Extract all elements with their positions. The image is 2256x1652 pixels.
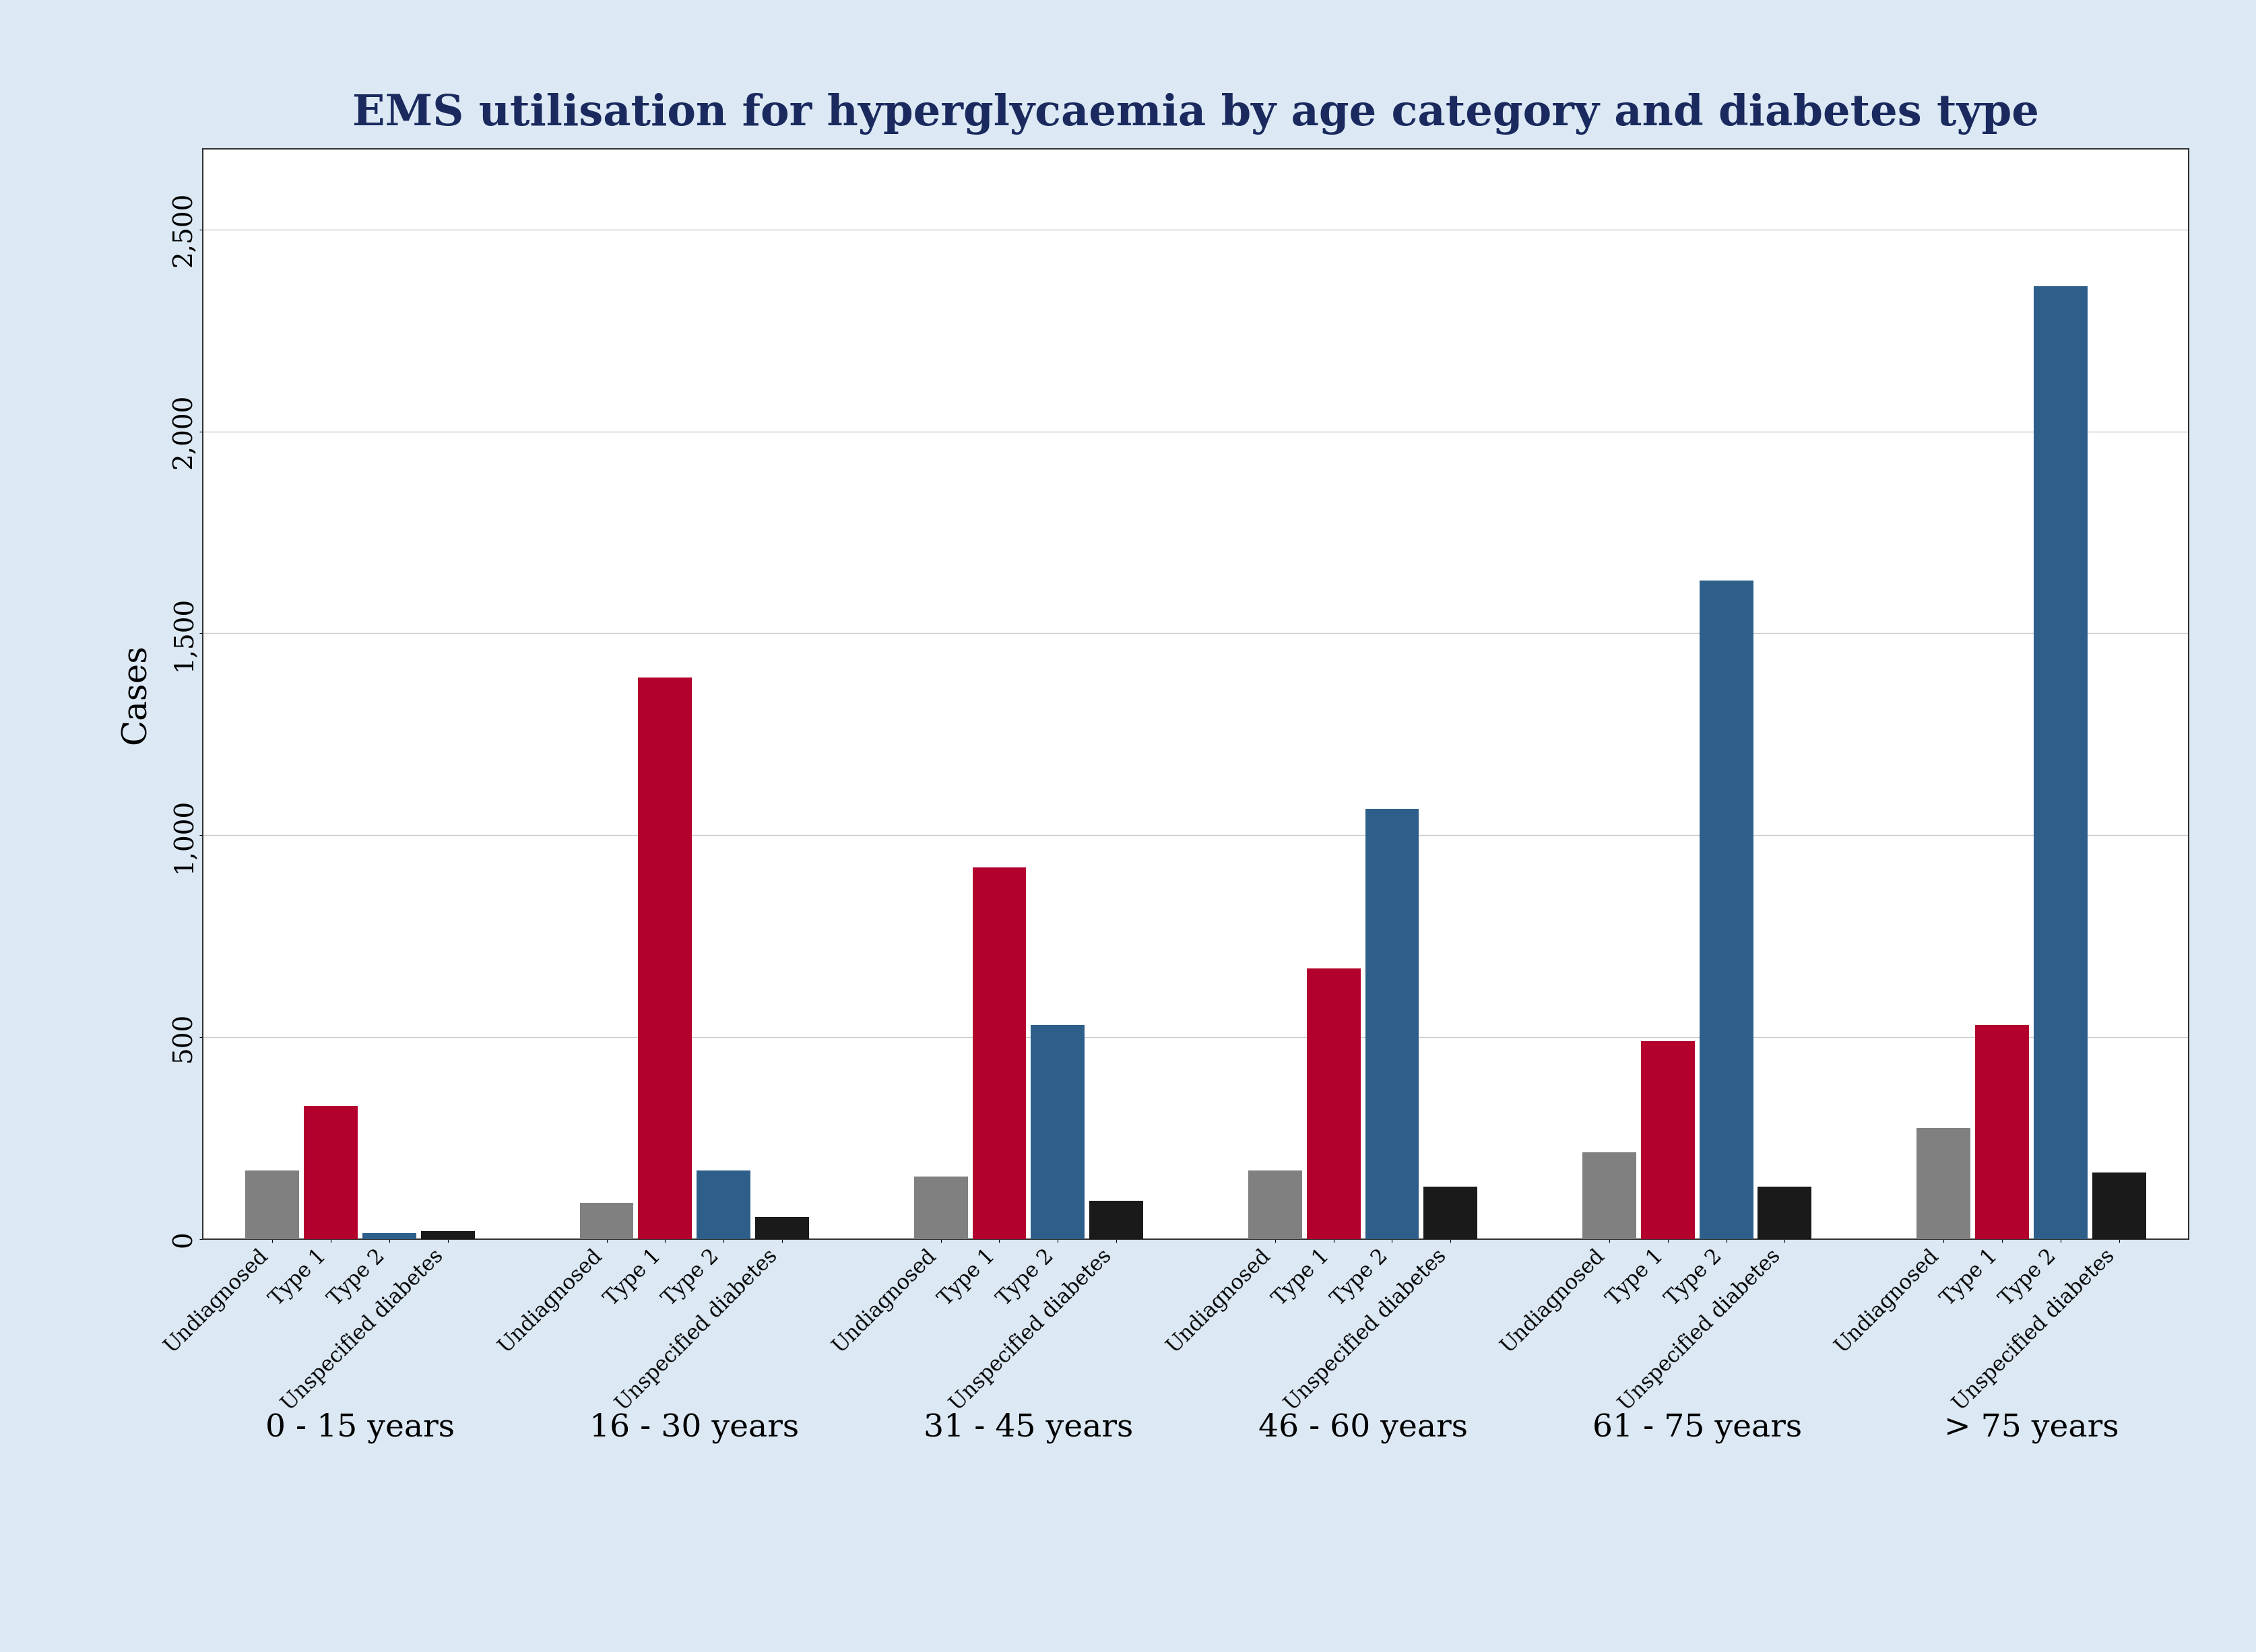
Bar (1090, 1201, 1144, 1239)
Bar (1306, 968, 1360, 1239)
Title: EMS utilisation for hyperglycaemia by age category and diabetes type: EMS utilisation for hyperglycaemia by ag… (352, 93, 2039, 135)
Bar (580, 1203, 634, 1239)
Bar (1640, 1041, 1694, 1239)
Bar (1699, 582, 1753, 1239)
Bar (1365, 809, 1419, 1239)
Bar (422, 1231, 474, 1239)
Bar (1757, 1186, 1812, 1239)
Bar (1918, 1128, 1969, 1239)
Bar (246, 1170, 300, 1239)
Bar (972, 867, 1026, 1239)
Text: 16 - 30 years: 16 - 30 years (589, 1412, 799, 1444)
Bar (697, 1170, 751, 1239)
Bar (1248, 1170, 1302, 1239)
Bar (1424, 1186, 1478, 1239)
Bar (363, 1232, 417, 1239)
Text: 0 - 15 years: 0 - 15 years (266, 1412, 456, 1444)
Y-axis label: Cases: Cases (120, 644, 153, 743)
Bar (1581, 1151, 1636, 1239)
Bar (2091, 1173, 2145, 1239)
Bar (914, 1176, 968, 1239)
Bar (2033, 286, 2087, 1239)
Bar (1031, 1024, 1085, 1239)
Text: > 75 years: > 75 years (1945, 1412, 2118, 1444)
Bar (756, 1218, 810, 1239)
Bar (305, 1105, 359, 1239)
Text: 46 - 60 years: 46 - 60 years (1259, 1412, 1469, 1444)
Bar (1974, 1024, 2028, 1239)
Bar (638, 677, 693, 1239)
Text: 61 - 75 years: 61 - 75 years (1593, 1412, 1803, 1444)
Text: 31 - 45 years: 31 - 45 years (923, 1412, 1133, 1444)
